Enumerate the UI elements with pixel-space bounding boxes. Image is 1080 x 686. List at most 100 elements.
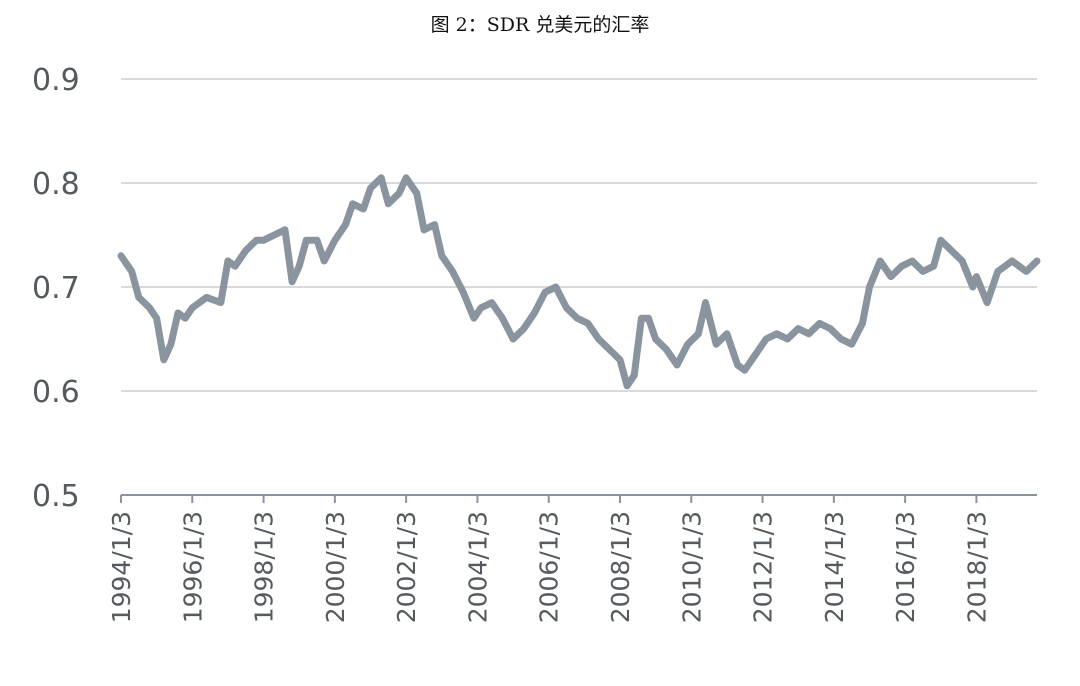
y-tick-label: 0.6 bbox=[32, 375, 80, 410]
data-point bbox=[499, 315, 505, 321]
x-tick-label: 2004/1/3 bbox=[463, 511, 492, 623]
data-point bbox=[161, 357, 167, 363]
data-point bbox=[859, 320, 865, 326]
data-point bbox=[795, 326, 801, 332]
data-point bbox=[596, 336, 602, 342]
data-point bbox=[378, 175, 384, 181]
data-point bbox=[321, 258, 327, 264]
data-point bbox=[713, 341, 719, 347]
data-point bbox=[385, 201, 391, 207]
data-point bbox=[674, 362, 680, 368]
chart-title: 图 2：SDR 兑美元的汇率 bbox=[430, 14, 650, 36]
data-point bbox=[838, 336, 844, 342]
data-point bbox=[175, 310, 181, 316]
data-point bbox=[1034, 258, 1040, 264]
data-point bbox=[564, 305, 570, 311]
data-point bbox=[396, 190, 402, 196]
data-point bbox=[553, 284, 559, 290]
data-point bbox=[888, 274, 894, 280]
data-point bbox=[289, 279, 295, 285]
data-point bbox=[303, 237, 309, 243]
data-point bbox=[531, 310, 537, 316]
x-tick-label: 2006/1/3 bbox=[535, 511, 564, 623]
x-tick-label: 2012/1/3 bbox=[749, 511, 778, 623]
data-point bbox=[367, 185, 373, 191]
data-point bbox=[617, 357, 623, 363]
x-tick-label: 2008/1/3 bbox=[606, 511, 635, 623]
data-point bbox=[204, 294, 210, 300]
x-tick-label: 2002/1/3 bbox=[392, 511, 421, 623]
data-point bbox=[973, 274, 979, 280]
data-point bbox=[703, 300, 709, 306]
y-tick-labels: 0.5 0.6 0.7 0.8 0.9 bbox=[32, 63, 80, 514]
data-point bbox=[449, 268, 455, 274]
data-point bbox=[938, 237, 944, 243]
data-point bbox=[653, 336, 659, 342]
data-point bbox=[742, 367, 748, 373]
data-point bbox=[129, 268, 135, 274]
data-point bbox=[147, 305, 153, 311]
data-point bbox=[414, 190, 420, 196]
x-tick-label: 2000/1/3 bbox=[321, 511, 350, 623]
series-layer bbox=[117, 174, 1041, 390]
data-point bbox=[995, 268, 1001, 274]
data-point bbox=[984, 300, 990, 306]
data-point bbox=[785, 336, 791, 342]
data-point bbox=[343, 222, 349, 228]
data-point bbox=[332, 237, 338, 243]
data-point bbox=[403, 175, 409, 181]
data-point bbox=[439, 253, 445, 259]
data-point bbox=[460, 289, 466, 295]
gridlines bbox=[121, 78, 1037, 392]
data-point bbox=[314, 237, 320, 243]
data-point bbox=[752, 352, 758, 358]
data-point bbox=[827, 326, 833, 332]
data-point bbox=[849, 341, 855, 347]
data-point bbox=[638, 315, 644, 321]
data-point bbox=[970, 284, 976, 290]
x-tick-label: 1996/1/3 bbox=[178, 511, 207, 623]
data-point bbox=[261, 237, 267, 243]
y-tick-label: 0.9 bbox=[32, 63, 80, 98]
data-point bbox=[685, 341, 691, 347]
data-point bbox=[478, 305, 484, 311]
data-point bbox=[271, 232, 277, 238]
data-point bbox=[899, 263, 905, 269]
data-point bbox=[521, 326, 527, 332]
data-point bbox=[1023, 268, 1029, 274]
x-tick-label: 1994/1/3 bbox=[107, 511, 136, 623]
data-point bbox=[118, 253, 124, 259]
x-tick-label: 2018/1/3 bbox=[962, 511, 991, 623]
data-point bbox=[253, 237, 259, 243]
data-point bbox=[232, 263, 238, 269]
data-point bbox=[735, 362, 741, 368]
data-point bbox=[817, 320, 823, 326]
series-line bbox=[117, 174, 1041, 390]
data-point bbox=[1009, 258, 1015, 264]
data-point bbox=[909, 258, 915, 264]
data-point bbox=[136, 294, 142, 300]
data-point bbox=[920, 268, 926, 274]
data-point bbox=[350, 201, 356, 207]
x-tick-label: 2014/1/3 bbox=[820, 511, 849, 623]
data-point bbox=[421, 227, 427, 233]
y-tick-label: 0.5 bbox=[32, 479, 80, 514]
data-point bbox=[624, 383, 630, 389]
data-point bbox=[931, 263, 937, 269]
data-point bbox=[774, 331, 780, 337]
data-point bbox=[243, 248, 249, 254]
data-point bbox=[574, 315, 580, 321]
data-point bbox=[471, 315, 477, 321]
data-point bbox=[225, 258, 231, 264]
data-point bbox=[663, 346, 669, 352]
data-point bbox=[218, 300, 224, 306]
data-point bbox=[510, 336, 516, 342]
data-point bbox=[542, 289, 548, 295]
x-tick-label: 1998/1/3 bbox=[250, 511, 279, 623]
data-point bbox=[360, 206, 366, 212]
data-point bbox=[432, 222, 438, 228]
data-point bbox=[168, 341, 174, 347]
data-point bbox=[724, 331, 730, 337]
data-point bbox=[877, 258, 883, 264]
